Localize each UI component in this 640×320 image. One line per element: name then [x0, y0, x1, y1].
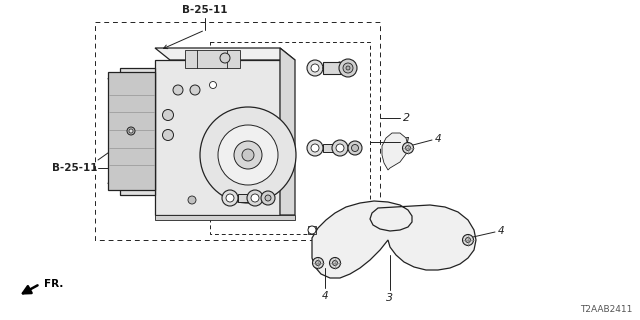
Bar	[308, 226, 316, 234]
Polygon shape	[120, 68, 155, 195]
Circle shape	[348, 141, 362, 155]
Bar	[108, 72, 155, 190]
Circle shape	[343, 63, 353, 73]
Circle shape	[234, 141, 262, 169]
Circle shape	[307, 140, 323, 156]
Circle shape	[403, 142, 413, 154]
Circle shape	[129, 129, 133, 133]
Bar	[210, 42, 370, 234]
Text: 3: 3	[387, 293, 394, 303]
Circle shape	[330, 258, 340, 268]
Polygon shape	[155, 48, 295, 60]
Circle shape	[209, 82, 216, 89]
Circle shape	[308, 226, 316, 234]
Text: 4: 4	[498, 226, 504, 236]
Circle shape	[339, 59, 357, 77]
Text: B-25-11: B-25-11	[52, 163, 97, 173]
Circle shape	[311, 64, 319, 72]
Circle shape	[226, 194, 234, 202]
Polygon shape	[312, 201, 476, 278]
Circle shape	[242, 149, 254, 161]
Circle shape	[190, 85, 200, 95]
Circle shape	[247, 190, 263, 206]
Polygon shape	[155, 215, 295, 220]
Text: 2: 2	[403, 113, 410, 123]
Circle shape	[406, 146, 410, 150]
Polygon shape	[382, 133, 408, 170]
Circle shape	[163, 130, 173, 140]
Text: 4: 4	[322, 291, 328, 301]
Circle shape	[336, 144, 344, 152]
Text: B-25-11: B-25-11	[182, 5, 228, 15]
Circle shape	[311, 144, 319, 152]
Bar	[155, 60, 280, 215]
Bar	[185, 50, 240, 68]
Circle shape	[222, 190, 238, 206]
Polygon shape	[280, 48, 295, 215]
Circle shape	[316, 260, 321, 266]
Bar	[95, 22, 380, 240]
Text: 4: 4	[435, 134, 442, 144]
Bar	[323, 144, 333, 152]
Circle shape	[251, 194, 259, 202]
Circle shape	[261, 191, 275, 205]
Circle shape	[127, 127, 135, 135]
Circle shape	[200, 107, 296, 203]
Text: T2AAB2411: T2AAB2411	[580, 305, 632, 314]
Bar	[238, 194, 248, 202]
Circle shape	[346, 66, 350, 70]
Text: 1: 1	[403, 137, 410, 147]
Circle shape	[312, 258, 323, 268]
Circle shape	[333, 260, 337, 266]
Circle shape	[220, 53, 230, 63]
Circle shape	[465, 237, 470, 243]
Text: FR.: FR.	[44, 279, 63, 289]
Bar	[323, 62, 341, 74]
Circle shape	[463, 235, 474, 245]
Circle shape	[173, 85, 183, 95]
Circle shape	[218, 125, 278, 185]
Circle shape	[307, 60, 323, 76]
Circle shape	[332, 140, 348, 156]
Circle shape	[351, 145, 358, 151]
Circle shape	[188, 196, 196, 204]
Circle shape	[163, 109, 173, 121]
Circle shape	[265, 195, 271, 201]
